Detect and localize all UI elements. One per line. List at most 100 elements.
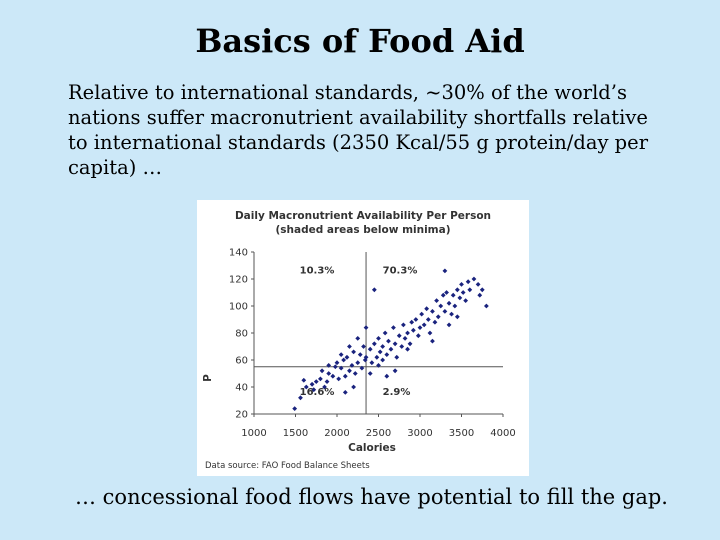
data-point — [427, 330, 433, 336]
intro-text: Relative to international standards, ~30… — [68, 81, 649, 179]
footer-text: … concessional food flows have potential… — [75, 485, 668, 509]
data-point — [430, 309, 435, 314]
data-point — [430, 338, 435, 344]
data-point — [421, 322, 427, 328]
data-point — [341, 357, 347, 363]
data-point — [374, 354, 380, 360]
quadrant-label: 70.3% — [383, 266, 418, 277]
data-point — [363, 354, 369, 360]
x-tick-label: 1000 — [241, 428, 266, 439]
data-point — [377, 349, 383, 355]
data-point — [484, 303, 489, 309]
data-point — [349, 363, 355, 368]
data-point — [359, 365, 365, 371]
quadrant-label: 16.6% — [300, 387, 335, 398]
data-point — [450, 292, 456, 298]
data-point — [454, 314, 460, 320]
data-point — [452, 303, 458, 309]
data-point — [388, 346, 394, 352]
data-point — [471, 276, 477, 282]
data-point — [292, 406, 298, 411]
data-point — [391, 325, 396, 330]
data-point — [313, 379, 319, 384]
data-point — [417, 325, 423, 330]
data-point — [401, 322, 406, 328]
y-tick-label: 40 — [235, 383, 248, 394]
data-point — [402, 336, 408, 341]
data-point — [352, 371, 358, 376]
data-point — [376, 363, 381, 368]
data-point — [454, 287, 460, 293]
x-tick-label: 2500 — [366, 428, 391, 439]
data-point — [382, 330, 388, 336]
x-tick-label: 1500 — [283, 428, 308, 439]
data-point — [465, 279, 471, 285]
data-point — [344, 354, 350, 360]
data-point — [396, 333, 402, 339]
data-point — [457, 295, 463, 301]
data-point — [419, 311, 425, 317]
data-point — [384, 352, 390, 357]
y-tick-label: 20 — [235, 410, 248, 421]
x-axis-label: Calories — [348, 442, 396, 454]
chart-subtitle: (shaded areas below minima) — [275, 224, 450, 236]
data-point — [324, 379, 330, 384]
data-point — [369, 360, 375, 366]
data-point — [407, 341, 413, 347]
y-axis-label: P — [202, 374, 214, 382]
data-point — [332, 364, 338, 370]
data-point — [351, 349, 356, 355]
data-point — [355, 336, 361, 341]
data-point — [330, 373, 336, 379]
data-point — [409, 319, 415, 325]
data-point — [444, 290, 449, 295]
quadrant-label: 2.9% — [383, 387, 411, 398]
data-point — [298, 395, 303, 401]
data-point — [301, 377, 307, 383]
data-points — [292, 268, 489, 411]
data-point — [446, 300, 452, 306]
scatter-chart: Daily Macronutrient Availability Per Per… — [197, 200, 529, 476]
data-point — [475, 282, 481, 287]
data-point — [376, 336, 381, 341]
data-point — [392, 341, 398, 347]
x-tick-label: 3000 — [407, 428, 432, 439]
x-tick-label: 2000 — [324, 428, 349, 439]
data-point — [434, 298, 439, 303]
y-tick-label: 140 — [229, 248, 248, 259]
data-point — [410, 327, 416, 333]
threshold-lines — [254, 252, 503, 414]
data-point — [347, 368, 352, 374]
data-point — [425, 317, 431, 322]
data-point — [449, 311, 454, 317]
data-point — [371, 287, 377, 293]
data-point — [311, 387, 317, 393]
data-point — [460, 290, 466, 295]
data-point — [336, 376, 342, 382]
data-point — [380, 357, 386, 363]
data-point — [446, 322, 452, 328]
y-tick-label: 60 — [235, 356, 248, 367]
x-tick-label: 4000 — [490, 428, 515, 439]
chart-title: Daily Macronutrient Availability Per Per… — [235, 210, 491, 222]
data-point — [405, 330, 410, 336]
data-point — [384, 373, 390, 379]
data-point — [392, 368, 398, 374]
data-point — [438, 303, 444, 309]
data-point — [303, 384, 309, 390]
data-point — [367, 346, 373, 352]
data-point — [442, 268, 448, 274]
data-source-note: Data source: FAO Food Balance Sheets — [205, 461, 370, 471]
data-point — [338, 365, 344, 371]
slide-title: Basics of Food Aid — [195, 22, 525, 60]
data-point — [318, 376, 323, 382]
data-point — [367, 371, 373, 376]
data-point — [351, 384, 356, 390]
data-point — [357, 352, 363, 357]
y-tick-label: 80 — [235, 329, 248, 340]
data-point — [479, 287, 485, 293]
data-point — [363, 325, 369, 330]
data-point — [386, 338, 391, 344]
data-point — [424, 306, 430, 312]
data-point — [467, 287, 473, 293]
